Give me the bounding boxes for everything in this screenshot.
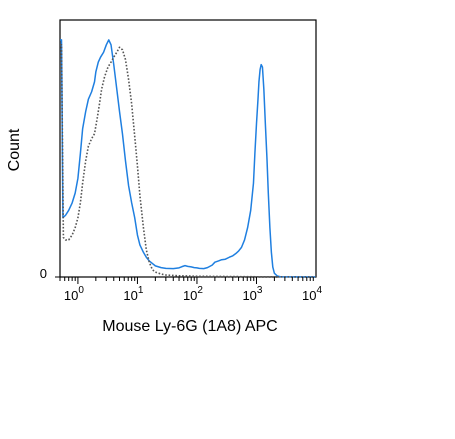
x-tick-exponent: 1 — [138, 285, 144, 296]
x-tick-label: 104 — [302, 285, 322, 303]
series-line-1 — [60, 39, 317, 278]
x-tick-exponent: 0 — [78, 285, 84, 296]
x-tick-exponent: 4 — [316, 285, 322, 296]
x-axis-title: Mouse Ly-6G (1A8) APC — [102, 318, 277, 335]
y-tick-label: 0 — [40, 266, 47, 281]
x-tick-base: 10 — [302, 288, 316, 303]
series-layer — [60, 39, 317, 278]
x-tick-base: 10 — [242, 288, 256, 303]
x-tick-label: 101 — [123, 285, 143, 303]
x-tick-base: 10 — [64, 288, 78, 303]
x-tick-label: 103 — [242, 285, 262, 303]
x-tick-label: 102 — [183, 285, 203, 303]
x-tick-exponent: 3 — [257, 285, 263, 296]
y-axis-ticks: 0 — [40, 266, 60, 281]
x-tick-label: 100 — [64, 285, 84, 303]
x-tick-base: 10 — [183, 288, 197, 303]
x-tick-exponent: 2 — [197, 285, 203, 296]
x-axis-ticks: 100 101 102 103 104 — [59, 277, 322, 303]
x-tick-base: 10 — [123, 288, 137, 303]
plot-frame — [59, 19, 317, 278]
y-axis-title: Count — [6, 128, 23, 171]
series-line-2 — [60, 44, 317, 278]
